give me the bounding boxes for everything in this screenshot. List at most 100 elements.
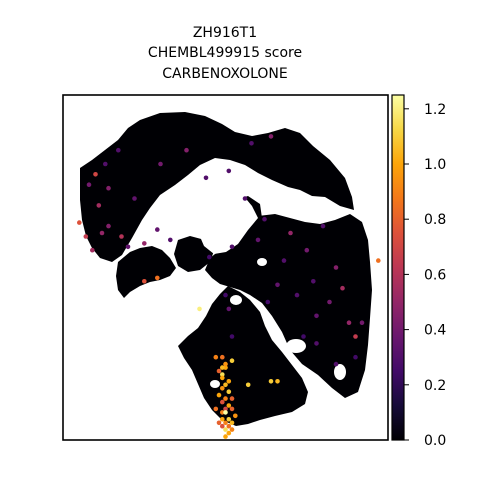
title-line-3: CARBENOXOLONE [162,66,287,82]
colorbar-frame [391,94,405,441]
scatter-point [268,379,274,384]
scatter-point [229,406,235,412]
scatter-point [226,417,232,422]
scatter-point [281,258,287,263]
scatter-point [275,282,280,288]
scatter-point [197,306,202,312]
tissue-hole-central [194,184,258,254]
scatter-point [142,279,147,284]
scatter-point [353,354,358,360]
scatter-point [229,244,235,250]
scatter-point [213,406,219,412]
scatter-point [216,420,222,426]
colorbar-tick-label: 0.2 [424,378,446,394]
scatter-point [233,413,238,419]
colorbar-tick-label: 0.8 [424,212,446,228]
tissue-hole [161,195,179,217]
scatter-point [314,313,319,319]
scatter-point [119,234,124,239]
scatter-point [340,285,345,291]
scatter-point [226,168,232,174]
scatter-point [304,247,310,253]
scatter-point [155,275,160,281]
scatter-point [220,410,225,415]
scatter-point [220,375,225,381]
scatter-point [229,427,235,432]
scatter-point [220,399,225,405]
scatter-point [132,196,137,201]
scatter-point [223,406,228,412]
tissue-hole [230,295,242,305]
colorbar-tick-label: 1.0 [424,157,446,173]
colorbar: 0.0 0.2 0.4 0.6 0.8 1.0 1.2 [391,94,446,449]
scatter-point [220,365,225,370]
scatter-point [223,292,228,298]
colorbar-tick-label: 0.6 [424,267,446,283]
scatter-point [229,420,235,426]
scatter-point [301,334,306,339]
title-line-2: CHEMBL499915 score [148,45,302,61]
scatter-point [275,379,280,384]
scatter-point [220,423,225,429]
tissue-hole [264,196,280,204]
scatter-point [184,147,189,153]
scatter-point [320,223,326,229]
title-line-1: ZH916T1 [193,25,257,41]
scatter-point [223,365,228,370]
tissue-hole [257,258,267,266]
scatter-point [90,247,95,253]
scatter-point [96,203,102,208]
plot-frame [62,94,389,441]
tissue-hole [210,380,220,388]
scatter-point [226,430,232,436]
tissue-upper-band [80,112,354,262]
scatter-point [245,382,251,388]
tissue-left-lobe [116,246,176,298]
scatter-point [333,265,339,270]
scatter-point [168,237,173,243]
colorbar-tick-label: 0.4 [424,323,446,339]
colorbar-gradient [392,95,404,440]
colorbar-tick-label: 0.0 [424,433,446,449]
scatter-point [223,420,228,426]
tissue-section [77,112,381,439]
scatter-point [346,320,352,326]
colorbar-ticks: 0.0 0.2 0.4 0.6 0.8 1.0 1.2 [404,102,446,449]
tissue-holes [161,184,346,388]
scatter-point [226,389,232,395]
scatter-point [93,172,98,177]
scatter-point [158,161,163,167]
tissue-hole [292,205,308,215]
tissue-hole [185,194,195,206]
scatter-point [223,382,228,388]
scatter-point [314,341,319,346]
scatter-point [229,396,235,401]
scatter-point [249,141,254,146]
scatter-point [268,134,274,139]
scatter-point [223,434,228,439]
scatter-point [77,220,82,225]
scatter-point [220,386,225,391]
scatter-point [220,372,225,377]
tissue-hole [334,364,346,380]
tissue-lower-region [178,286,308,426]
scatter-point [155,227,160,232]
scatter-point [220,417,225,422]
spot-points [77,134,381,439]
scatter-point [311,279,316,284]
tissue-right-region [205,214,372,398]
scatter-point [142,241,147,246]
scatter-point [288,230,293,236]
scatter-point [203,175,209,181]
scatter-point [216,392,222,398]
scatter-point [226,379,232,384]
scatter-point [226,403,232,408]
scatter-point [223,427,228,432]
scatter-point [86,182,92,187]
tissue-hole [286,339,306,353]
scatter-point [125,244,131,250]
scatter-point [220,354,225,360]
scatter-point [223,361,228,367]
scatter-point [213,354,219,360]
